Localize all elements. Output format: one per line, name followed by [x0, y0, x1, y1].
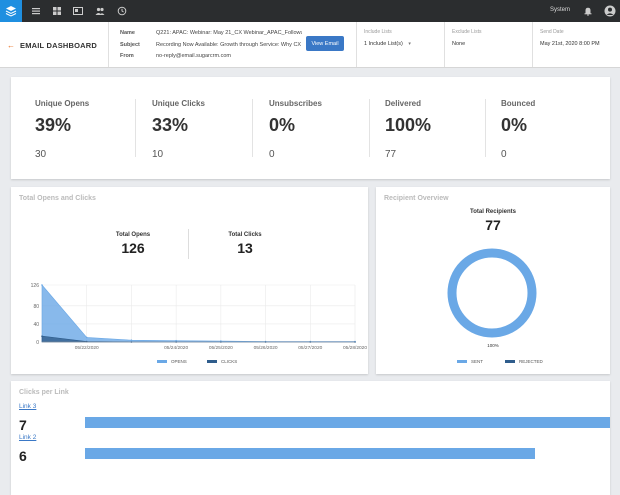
- exclude-lists-value: None: [452, 41, 466, 47]
- x-tick-label: 05/27/2020: [298, 345, 322, 351]
- total-recipients-label: Total Recipients: [470, 209, 516, 215]
- legend-label: CLICKS: [221, 359, 238, 364]
- stat-count: 30: [35, 149, 47, 160]
- series-area-opens: [41, 284, 356, 343]
- card-title: Clicks per Link: [19, 389, 69, 396]
- exclude-lists-label: Exclude Lists: [452, 29, 482, 35]
- stat-unsubscribes: Unsubscribes 0% 0: [269, 77, 386, 179]
- link-2-count: 6: [19, 448, 27, 464]
- donut-percent-label: 100%: [487, 343, 499, 348]
- stat-label: Bounced: [501, 99, 536, 108]
- clicks-per-link-card: Clicks per Link Link 3 7 Link 2 6: [11, 381, 610, 495]
- data-point: [130, 339, 133, 341]
- link-2-label[interactable]: Link 2: [19, 434, 37, 441]
- link-2-bar: [85, 448, 535, 459]
- user-label[interactable]: System: [549, 7, 570, 13]
- card-icon[interactable]: [73, 6, 83, 16]
- legend-clicks[interactable]: CLICKS: [207, 359, 237, 364]
- x-tick-label: 05/26/2020: [254, 345, 278, 351]
- page-title: EMAIL DASHBOARD: [20, 41, 98, 50]
- data-point: [41, 335, 43, 337]
- total-recipients-value: 77: [485, 217, 501, 233]
- link-3-label[interactable]: Link 3: [19, 403, 37, 410]
- subject-value: Recording Now Available: Growth through …: [156, 42, 302, 48]
- stats-card: Unique Opens 39% 30 Unique Clicks 33% 10…: [11, 77, 610, 179]
- data-point: [175, 339, 177, 342]
- dashboard-icon[interactable]: [52, 6, 62, 16]
- stat-percent: 0%: [501, 115, 528, 135]
- users-icon[interactable]: [95, 6, 105, 16]
- campaign-header: ← EMAIL DASHBOARD Name Q221: APAC: Webin…: [0, 22, 620, 68]
- stat-percent: 33%: [152, 115, 189, 135]
- recipient-overview-card: Recipient Overview Total Recipients 77 1…: [376, 187, 610, 374]
- opens-clicks-card: Total Opens and Clicks Total Opens 126 T…: [11, 187, 368, 374]
- stat-label: Unsubscribes: [269, 99, 322, 108]
- x-tick-label: 05/28/2020: [343, 345, 367, 351]
- data-point: [41, 284, 43, 286]
- include-lists-label: Include Lists: [364, 29, 392, 35]
- y-tick-label: 126: [31, 283, 40, 289]
- opens-clicks-chart: 126 80 40 0 05/22/2020 05/24/2020 05/25/2020 05…: [31, 283, 368, 351]
- name-value: Q221: APAC: Webinar: May 21_CX Webinar_A…: [156, 30, 302, 36]
- legend-label: SENT: [471, 359, 484, 364]
- layers-icon[interactable]: [0, 0, 22, 22]
- avatar-icon[interactable]: [604, 5, 616, 17]
- legend-swatch: [207, 360, 217, 363]
- chevron-down-icon: ▾: [408, 41, 411, 47]
- legend-swatch: [157, 360, 167, 363]
- legend-sent[interactable]: SENT: [457, 359, 483, 364]
- stat-percent: 39%: [35, 115, 72, 135]
- stat-label: Unique Clicks: [152, 99, 205, 108]
- stat-percent: 0%: [269, 115, 296, 135]
- stat-count: 77: [385, 149, 397, 160]
- stat-unique-opens: Unique Opens 39% 30: [35, 77, 152, 179]
- y-tick-label: 40: [33, 322, 39, 328]
- from-label: From: [120, 53, 134, 59]
- bell-icon[interactable]: [583, 6, 593, 16]
- back-arrow-icon[interactable]: ←: [7, 41, 15, 50]
- total-clicks-value: 13: [237, 240, 253, 256]
- name-label: Name: [120, 30, 135, 36]
- stat-percent: 100%: [385, 115, 432, 135]
- x-tick-label: 05/25/2020: [209, 345, 233, 351]
- view-email-button[interactable]: View Email: [306, 36, 344, 51]
- y-tick-label: 0: [36, 340, 39, 346]
- stat-count: 0: [269, 149, 275, 160]
- legend-swatch: [505, 360, 515, 363]
- total-clicks-label: Total Clicks: [228, 232, 262, 238]
- send-date-label: Send Date: [540, 29, 564, 35]
- stat-unique-clicks: Unique Clicks 33% 10: [152, 77, 269, 179]
- history-icon[interactable]: [117, 6, 127, 16]
- data-point: [85, 336, 88, 339]
- x-tick-label: 05/24/2020: [164, 345, 188, 351]
- x-tick-label: 05/22/2020: [75, 345, 99, 351]
- legend-swatch: [457, 360, 467, 363]
- legend-label: OPENS: [171, 359, 187, 364]
- stat-label: Unique Opens: [35, 99, 90, 108]
- link-3-count: 7: [19, 417, 27, 433]
- recipient-donut-chart: [447, 248, 537, 338]
- link-3-bar: [85, 417, 610, 428]
- card-title: Total Opens and Clicks: [19, 195, 96, 202]
- total-opens-value: 126: [121, 240, 145, 256]
- donut-slice-sent: [447, 248, 537, 338]
- total-opens-label: Total Opens: [115, 232, 151, 238]
- stat-count: 10: [152, 149, 164, 160]
- legend-rejected[interactable]: REJECTED: [505, 359, 543, 364]
- legend-opens[interactable]: OPENS: [157, 359, 187, 364]
- send-date-value: May 21st, 2020 8:00 PM: [540, 41, 600, 47]
- include-lists-value: 1 Include List(s): [364, 41, 403, 47]
- card-title: Recipient Overview: [384, 195, 449, 202]
- stat-label: Delivered: [385, 99, 422, 108]
- stat-bounced: Bounced 0% 0: [501, 77, 618, 179]
- include-lists-select[interactable]: 1 Include List(s) ▾: [364, 41, 411, 47]
- legend-label: REJECTED: [519, 359, 543, 364]
- y-tick-label: 80: [33, 304, 39, 310]
- stat-count: 0: [501, 149, 507, 160]
- menu-icon[interactable]: [31, 6, 41, 16]
- stat-delivered: Delivered 100% 77: [385, 77, 502, 179]
- subject-label: Subject: [120, 42, 140, 48]
- top-nav: System: [0, 0, 620, 22]
- from-value: no-reply@email.sugarcrm.com: [156, 53, 231, 59]
